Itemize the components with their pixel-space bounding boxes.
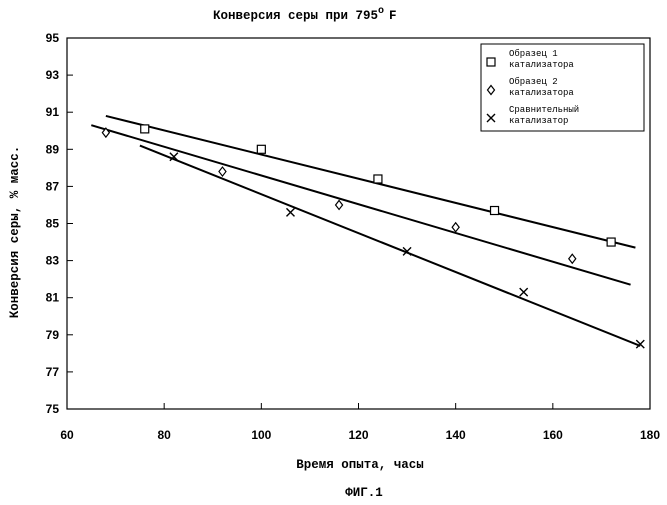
point-square	[607, 238, 615, 246]
legend-label: катализатора	[509, 60, 574, 70]
y-tick-label: 89	[46, 142, 60, 156]
y-tick-label: 87	[46, 179, 60, 193]
point-diamond	[336, 200, 343, 209]
trend-line-1	[106, 116, 636, 248]
chart-title-main: Конверсия серы при 795	[213, 9, 378, 23]
y-tick-label: 91	[46, 105, 60, 119]
point-square	[491, 207, 499, 215]
legend-label: катализатор	[509, 116, 568, 126]
point-square	[141, 125, 149, 133]
y-tick-label: 81	[46, 291, 60, 305]
x-tick-label: 80	[157, 428, 171, 442]
title-degree-sign: o	[378, 6, 384, 17]
point-diamond	[219, 167, 226, 176]
point-x	[520, 288, 528, 296]
chart-title: Конверсия серы при 795oF	[213, 6, 397, 23]
x-tick-label: 160	[543, 428, 563, 442]
x-tick-label: 180	[640, 428, 660, 442]
trend-line-2	[91, 125, 630, 285]
y-tick-label: 77	[46, 365, 60, 379]
trend-lines	[91, 116, 640, 346]
legend-label: Образец 1	[509, 49, 558, 59]
x-tick-label: 140	[446, 428, 466, 442]
y-axis: 75 77 79 81 83 85 87 89 91 93 95	[46, 31, 73, 416]
x-tick-label: 100	[251, 428, 271, 442]
point-x	[286, 208, 294, 216]
y-tick-label: 93	[46, 68, 60, 82]
y-tick-label: 85	[46, 217, 60, 231]
y-axis-label: Конверсия серы, % масс.	[8, 146, 22, 319]
point-square	[257, 145, 265, 153]
x-tick-label: 120	[348, 428, 368, 442]
point-diamond	[569, 254, 576, 263]
legend-label: катализатора	[509, 88, 574, 98]
trend-line-3	[140, 146, 640, 346]
title-unit: F	[389, 9, 397, 23]
y-tick-label: 95	[46, 31, 60, 45]
y-tick-label: 83	[46, 254, 60, 268]
y-tick-label: 75	[46, 402, 60, 416]
legend-label: Сравнительный	[509, 105, 579, 115]
y-tick-label: 79	[46, 328, 60, 342]
point-square	[374, 175, 382, 183]
x-tick-label: 60	[60, 428, 74, 442]
legend: Образец 1катализатораОбразец 2катализато…	[481, 44, 644, 131]
legend-marker-square	[487, 58, 495, 66]
legend-label: Образец 2	[509, 77, 558, 87]
x-axis-label: Время опыта, часы	[296, 458, 424, 472]
point-diamond	[452, 223, 459, 232]
figure-caption: ФИГ.1	[345, 486, 383, 500]
